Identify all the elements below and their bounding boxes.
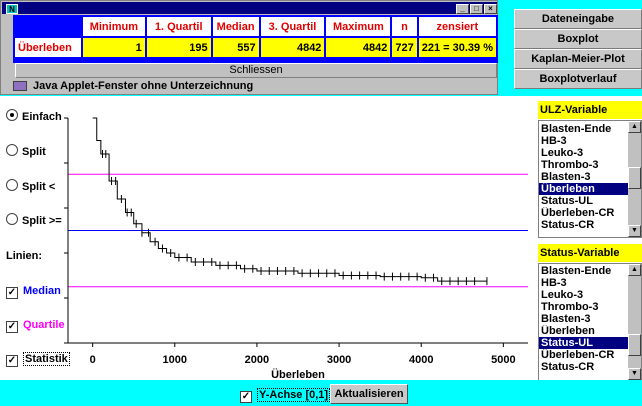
radio-split-less-icon[interactable] <box>6 179 18 191</box>
ulz-list-item[interactable]: Leuko-3 <box>541 147 584 159</box>
kaplan-meier-chart: 00.20.40.60.81010002000300040005000Überl… <box>64 117 528 380</box>
survival-curve <box>92 117 487 282</box>
ulz-list-item[interactable]: Überleben-CR <box>541 207 615 219</box>
radio-split-geq-icon[interactable] <box>6 213 18 225</box>
x-tick-label: 5000 <box>491 354 515 366</box>
header-quartil1: 1. Quartil <box>146 17 211 36</box>
check-median-label: Median <box>23 285 61 297</box>
nav-dateneingabe-button[interactable]: Dateneingabe <box>514 9 642 29</box>
status-list-item[interactable]: Überleben <box>541 325 595 337</box>
value-zensiert: 221 = 30.39 % <box>418 38 496 57</box>
ulz-list-item[interactable]: Status-UL <box>541 195 593 207</box>
status-list-item[interactable]: Thrombo-3 <box>541 301 599 313</box>
applet-warning-icon <box>13 81 27 91</box>
option-split-geq-label: Split >= <box>22 215 62 227</box>
check-quartile-label: Quartile <box>23 319 65 331</box>
status-list-item[interactable]: Leuko-3 <box>541 289 584 301</box>
status-list-item[interactable]: Blasten-3 <box>541 313 591 325</box>
header-n: n <box>392 17 417 36</box>
ulz-variable-header: ULZ-Variable <box>538 101 642 119</box>
window-titlebar[interactable]: N _ □ × <box>2 2 497 14</box>
table-corner <box>15 17 81 36</box>
java-icon: N <box>6 4 18 14</box>
x-tick-label: 1000 <box>163 354 187 366</box>
header-median: Median <box>212 17 259 36</box>
value-median: 557 <box>212 38 259 57</box>
x-tick-label: 3000 <box>327 354 351 366</box>
ulz-list-item[interactable]: Thrombo-3 <box>541 159 599 171</box>
ulz-scroll-down-icon[interactable]: ▼ <box>628 225 641 237</box>
option-split-less-label: Split < <box>22 181 56 193</box>
status-variable-header: Status-Variable <box>538 244 642 262</box>
statistics-table-panel: Minimum 1. Quartil Median 3. Quartil Max… <box>13 15 498 63</box>
ulz-scroll-up-icon[interactable]: ▲ <box>628 121 641 133</box>
header-minimum: Minimum <box>82 17 145 36</box>
option-einfach[interactable]: Einfach <box>6 109 62 125</box>
status-scroll-thumb[interactable] <box>628 334 641 356</box>
ulz-list-item[interactable]: Überleben <box>539 183 630 195</box>
header-quartil3: 3. Quartil <box>260 17 325 36</box>
value-quartil3: 4842 <box>260 38 325 57</box>
applet-warning: Java Applet-Fenster ohne Unterzeichnung <box>13 79 497 93</box>
statistics-window: N _ □ × Minimum 1. Quartil Median 3. Qua… <box>0 0 498 95</box>
option-einfach-label: Einfach <box>22 111 62 123</box>
status-list-item[interactable]: Status-CR <box>541 361 595 373</box>
nav-boxplot-button[interactable]: Boxplot <box>514 29 642 49</box>
value-quartil1: 195 <box>146 38 211 57</box>
bottom-bar <box>0 380 642 406</box>
option-split-label: Split <box>22 146 46 158</box>
row-label: Überleben <box>15 38 81 57</box>
radio-split-icon[interactable] <box>6 144 18 156</box>
schliessen-button[interactable]: Schliessen <box>15 63 497 78</box>
ulz-list-item[interactable]: HB-3 <box>541 135 567 147</box>
aktualisieren-button[interactable]: Aktualisieren <box>330 384 408 404</box>
checkbox-statistik-icon[interactable]: ✓ <box>6 355 18 367</box>
x-tick-label: 2000 <box>245 354 269 366</box>
status-scrollbar[interactable]: ▲ ▼ <box>628 264 641 380</box>
check-statistik-label: Statistik <box>23 352 70 366</box>
close-window-button[interactable]: × <box>484 4 497 14</box>
minimize-button[interactable]: _ <box>456 4 469 14</box>
x-axis-label: Überleben <box>271 368 325 380</box>
status-variable-list[interactable]: Blasten-Ende HB-3 Leuko-3 Thrombo-3 Blasten-… <box>538 263 642 381</box>
checkbox-quartile-icon[interactable]: ✓ <box>6 321 18 333</box>
option-split[interactable]: Split <box>6 144 46 160</box>
status-list-item[interactable]: Status-UL <box>539 337 630 349</box>
header-maximum: Maximum <box>326 17 391 36</box>
ulz-list-item[interactable]: Status-CR <box>541 219 595 231</box>
option-split-geq[interactable]: Split >= <box>6 213 62 229</box>
status-list-item[interactable]: Blasten-Ende <box>541 265 612 277</box>
check-quartile[interactable]: ✓ Quartile <box>6 317 65 333</box>
status-scroll-up-icon[interactable]: ▲ <box>628 264 641 276</box>
maximize-button[interactable]: □ <box>470 4 483 14</box>
ulz-variable-list[interactable]: Blasten-Ende HB-3 Leuko-3 Thrombo-3 Blasten-… <box>538 120 642 238</box>
value-maximum: 4842 <box>326 38 391 57</box>
status-list-item[interactable]: HB-3 <box>541 277 567 289</box>
ulz-list-item[interactable]: Blasten-3 <box>541 171 591 183</box>
x-tick-label: 0 <box>90 354 96 366</box>
check-median[interactable]: ✓ Median <box>6 283 61 299</box>
nav-kaplan-meier-button[interactable]: Kaplan-Meier-Plot <box>514 49 642 69</box>
y-axis-checkbox[interactable]: ✓ Y-Achse [0,1] <box>240 387 331 403</box>
y-axis-check-icon[interactable]: ✓ <box>240 391 252 403</box>
check-statistik[interactable]: ✓ Statistik <box>6 351 70 367</box>
x-tick-label: 4000 <box>409 354 433 366</box>
applet-warning-text: Java Applet-Fenster ohne Unterzeichnung <box>33 80 254 92</box>
value-minimum: 1 <box>82 38 145 57</box>
ulz-list-item[interactable]: Blasten-Ende <box>541 123 612 135</box>
radio-einfach-icon[interactable] <box>6 109 18 121</box>
header-zensiert: zensiert <box>418 17 496 36</box>
status-list-item[interactable]: Überleben-CR <box>541 349 615 361</box>
y-axis-label: Y-Achse [0,1] <box>257 388 331 402</box>
value-n: 727 <box>392 38 417 57</box>
option-split-less[interactable]: Split < <box>6 179 55 195</box>
checkbox-median-icon[interactable]: ✓ <box>6 287 18 299</box>
status-scroll-down-icon[interactable]: ▼ <box>628 368 641 380</box>
nav-boxplotverlauf-button[interactable]: Boxplotverlauf <box>514 69 642 89</box>
ulz-scrollbar[interactable]: ▲ ▼ <box>628 121 641 237</box>
lines-label: Linien: <box>6 250 43 262</box>
ulz-scroll-thumb[interactable] <box>628 167 641 189</box>
statistics-table: Minimum 1. Quartil Median 3. Quartil Max… <box>13 15 498 59</box>
